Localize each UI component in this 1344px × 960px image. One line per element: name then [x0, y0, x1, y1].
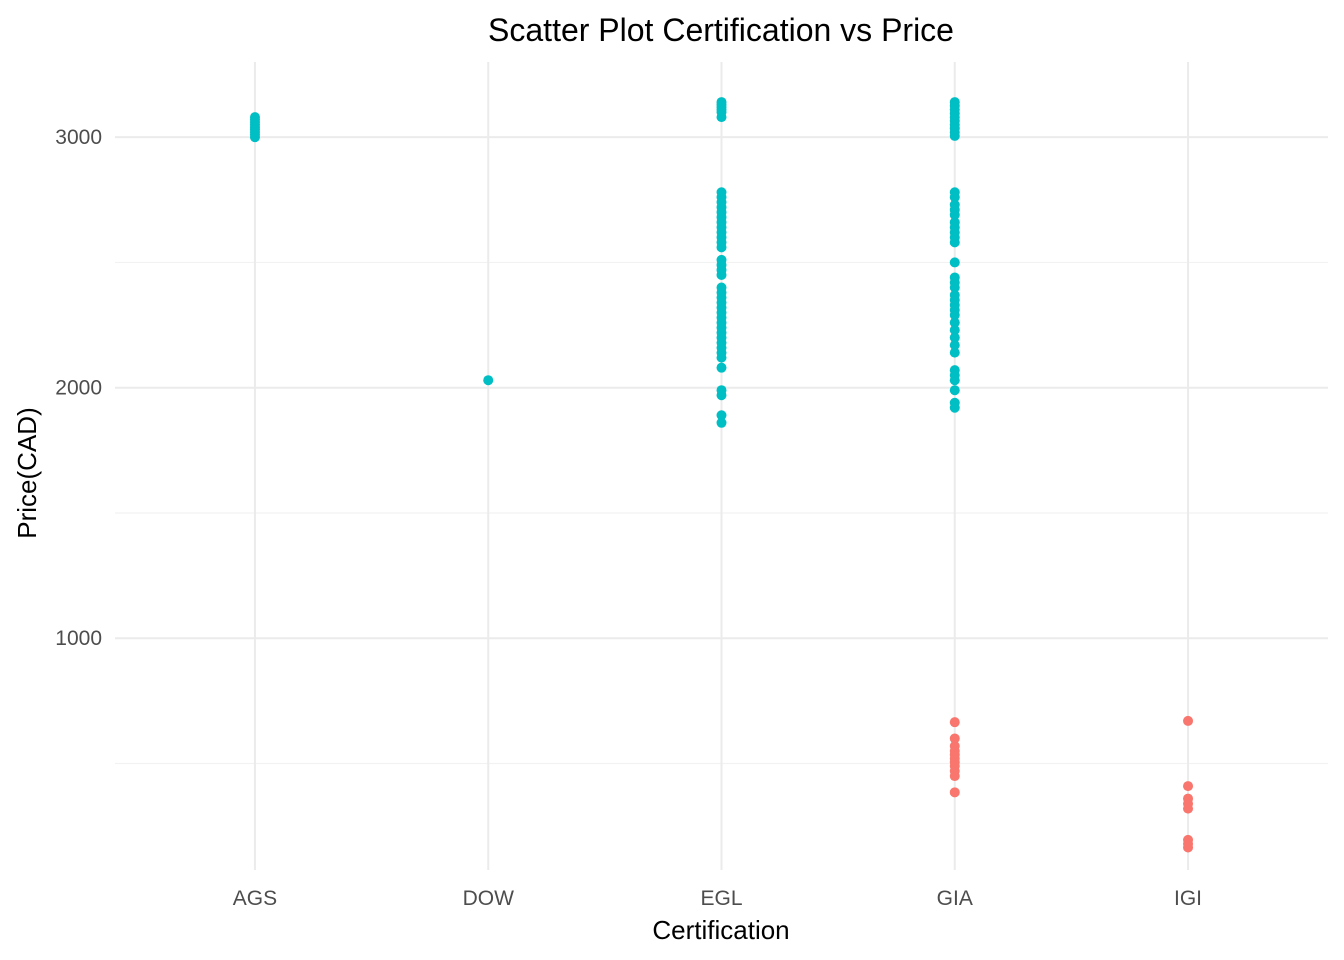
- data-point: [716, 417, 727, 428]
- data-point: [1183, 842, 1194, 853]
- x-tick-label: DOW: [463, 887, 515, 910]
- x-tick-label: EGL: [700, 887, 742, 910]
- data-point: [949, 130, 960, 141]
- y-tick-label: 2000: [55, 377, 102, 400]
- y-tick-labels: 1000 2000 3000: [55, 126, 102, 650]
- data-point: [949, 402, 960, 413]
- data-point: [949, 385, 960, 396]
- data-point: [716, 112, 727, 123]
- data-point: [949, 733, 960, 744]
- x-axis-title: Certification: [652, 915, 789, 945]
- data-point: [949, 375, 960, 386]
- data-point: [716, 242, 727, 253]
- data-point: [716, 352, 727, 363]
- data-point: [716, 410, 727, 421]
- data-point: [949, 257, 960, 268]
- data-point: [949, 209, 960, 220]
- y-tick-label: 3000: [55, 126, 102, 149]
- data-point: [949, 317, 960, 328]
- data-point: [949, 237, 960, 248]
- data-point: [949, 282, 960, 293]
- data-point: [483, 375, 494, 386]
- data-point: [1183, 803, 1194, 814]
- data-point: [949, 310, 960, 321]
- data-points: [249, 97, 1194, 853]
- data-point: [949, 325, 960, 336]
- data-point: [716, 362, 727, 373]
- data-point: [949, 347, 960, 358]
- data-point: [249, 112, 260, 123]
- data-point: [949, 192, 960, 203]
- grid: [115, 62, 1328, 870]
- data-point: [949, 771, 960, 782]
- chart-title: Scatter Plot Certification vs Price: [488, 12, 954, 48]
- data-point: [949, 340, 960, 351]
- y-tick-label: 1000: [55, 627, 102, 650]
- data-point: [1183, 781, 1194, 792]
- x-tick-labels: AGS DOW EGL GIA IGI: [233, 887, 1202, 910]
- data-point: [949, 787, 960, 798]
- data-point: [949, 332, 960, 343]
- data-point: [1183, 715, 1194, 726]
- x-tick-label: GIA: [937, 887, 973, 910]
- x-tick-label: IGI: [1174, 887, 1202, 910]
- data-point: [716, 269, 727, 280]
- data-point: [949, 717, 960, 728]
- data-point: [716, 390, 727, 401]
- x-tick-label: AGS: [233, 887, 277, 910]
- y-axis-title: Price(CAD): [12, 407, 42, 538]
